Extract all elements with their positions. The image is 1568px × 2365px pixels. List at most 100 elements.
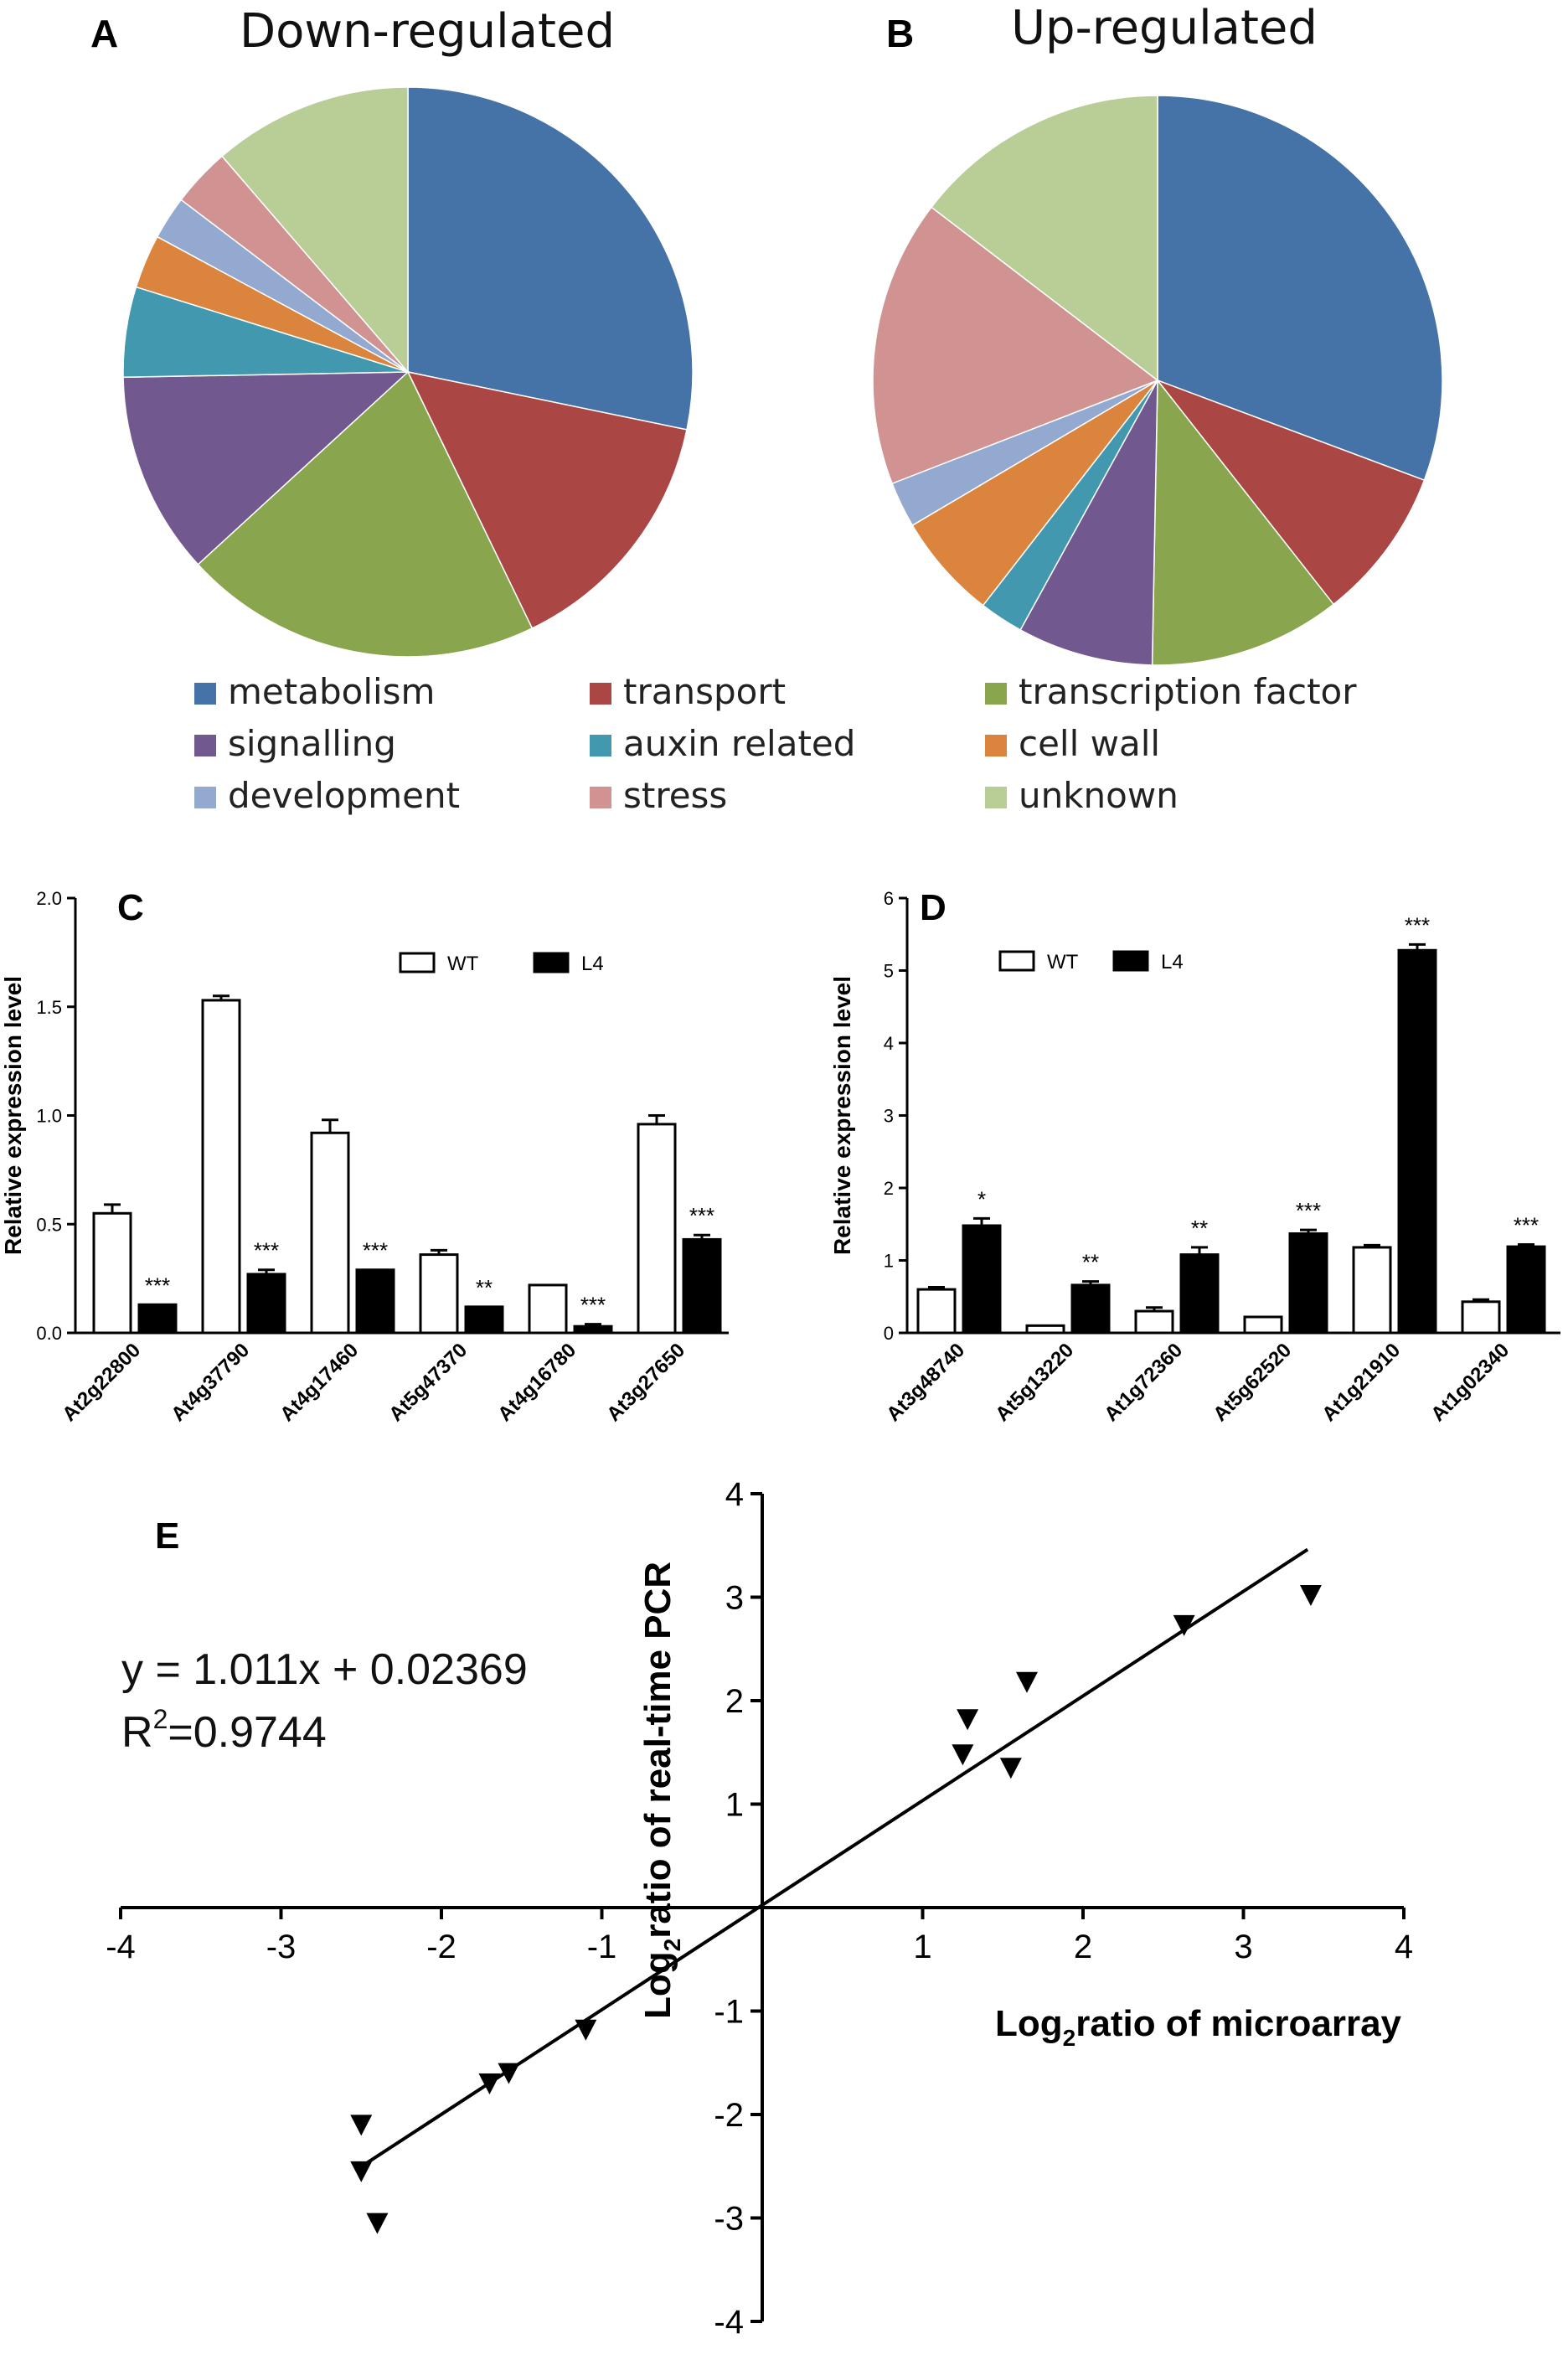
legend-swatch-auxin-related	[590, 735, 611, 756]
panel-label-c: C	[117, 887, 144, 928]
x-tick-label: -3	[266, 1929, 297, 1965]
y-tick-label: 1.5	[36, 997, 62, 1018]
legend-label-wt: WT	[447, 953, 479, 975]
category-label-at1g72360: At1g72360	[1100, 1339, 1187, 1426]
y-axis-label-main: Log	[637, 1951, 678, 2019]
significance-marker: ***	[580, 1293, 606, 1318]
r-squared: R2=0.9744	[121, 1704, 327, 1757]
x-tick-label: 4	[1395, 1929, 1413, 1965]
bar-wt-at1g21910	[1352, 1246, 1392, 1335]
pie-slice-metabolism	[1157, 95, 1443, 482]
data-point	[478, 2073, 501, 2094]
legend-swatch-transcription-factor	[985, 683, 1007, 705]
x-tick-label: 1	[913, 1929, 931, 1965]
y-tick-label: -3	[714, 2201, 744, 2238]
legend-label-development: development	[228, 775, 460, 816]
pie-a-title: Down-regulated	[240, 4, 615, 59]
legend-label-transport: transport	[623, 671, 786, 712]
bar-chart-d: 0 1 2 3 4 5 6 Relative expression level * At3g487…	[829, 888, 1560, 1426]
data-point	[1015, 1671, 1038, 1693]
bar-wt-at1g02340	[1461, 1300, 1501, 1335]
bar-wt-at2g22800	[92, 1211, 132, 1335]
panel-label-b: B	[886, 12, 914, 55]
pie-slice-cell-wall	[911, 380, 1158, 607]
legend-swatch-l4	[1112, 950, 1149, 972]
bar-wt-at5g47370	[419, 1253, 459, 1335]
x-axis-label-sub: 2	[1063, 2025, 1076, 2051]
category-label-at3g27650: At3g27650	[602, 1339, 689, 1426]
y-tick-label: 2	[884, 1178, 894, 1199]
bar-l4-at4g16780	[573, 1325, 613, 1335]
panel-label-a: A	[90, 12, 118, 55]
data-point	[999, 1758, 1022, 1779]
legend-swatch-cell-wall	[985, 735, 1007, 756]
pie-chart-down-regulated	[122, 86, 694, 658]
legend-label-l4: L4	[581, 953, 604, 975]
category-label-at2g22800: At2g22800	[58, 1339, 145, 1426]
y-tick-label: -1	[714, 1994, 744, 2031]
regression-line	[360, 1547, 1309, 2168]
legend-swatch-wt	[399, 952, 436, 973]
y-tick-label: -2	[714, 2097, 744, 2134]
pie-slice-transport	[1155, 379, 1426, 606]
bar-l4-at3g27650	[682, 1237, 722, 1335]
bar-l4-at1g21910	[1397, 948, 1437, 1335]
data-point	[957, 1709, 979, 1731]
category-label-at4g37790: At4g37790	[167, 1339, 254, 1426]
data-point	[575, 2019, 597, 2041]
significance-marker: ***	[1405, 912, 1430, 937]
pie-slice-metabolism	[407, 86, 694, 431]
data-point	[952, 1744, 974, 1766]
y-tick-label: 2	[725, 1683, 744, 1720]
significance-marker: *	[977, 1186, 986, 1211]
data-point	[1299, 1585, 1322, 1607]
bar-l4-at5g47370	[464, 1305, 504, 1335]
bar-chart-c: 0.0 0.5 1.0 1.5 2.0 Relative expression level…	[0, 888, 729, 1426]
pie-slice-stress	[872, 206, 1159, 485]
legend-swatch-unknown	[985, 787, 1007, 808]
bar-wt-at3g48740	[916, 1288, 957, 1335]
bar-l4-at4g37790	[246, 1273, 286, 1335]
pie-slice-transcription-factor	[197, 370, 534, 658]
bar-l4-at3g48740	[962, 1224, 1002, 1335]
significance-marker: ***	[1514, 1212, 1539, 1237]
significance-marker: ***	[145, 1273, 170, 1298]
regression-equation: y = 1.011x + 0.02369	[121, 1645, 528, 1694]
pie-slice-transcription-factor	[1151, 378, 1335, 666]
y-tick-label: 0.5	[36, 1214, 62, 1235]
legend-swatch-development	[194, 787, 216, 808]
y-axis-label: Log2ratio of real-time PCR	[637, 1562, 685, 2019]
data-point	[350, 2115, 373, 2136]
y-tick-label: 4	[884, 1033, 894, 1054]
data-point	[350, 2161, 373, 2182]
significance-marker: ***	[689, 1203, 714, 1228]
y-axis-label: Relative expression level	[0, 976, 26, 1255]
y-tick-label: 0	[884, 1323, 894, 1344]
pie-slice-unknown	[930, 95, 1158, 382]
r-squared-value: =0.9744	[168, 1708, 326, 1757]
y-tick-label: 3	[884, 1106, 894, 1127]
bar-l4-at5g62520	[1288, 1232, 1328, 1335]
data-point	[1173, 1614, 1195, 1636]
x-tick-label: -4	[106, 1929, 136, 1965]
significance-marker: **	[476, 1275, 493, 1300]
legend-swatch-signalling	[194, 735, 216, 756]
bar-wt-at1g72360	[1134, 1309, 1174, 1335]
legend-label-auxin-related: auxin related	[623, 723, 855, 764]
pie-slice-transport	[406, 370, 688, 629]
pie-slice-signalling	[122, 371, 410, 565]
panel-label-e: E	[155, 1516, 179, 1557]
y-tick-label: 2.0	[36, 888, 62, 909]
category-label-at4g16780: At4g16780	[493, 1339, 580, 1426]
bar-wt-at4g17460	[310, 1131, 350, 1335]
y-tick-label: 3	[725, 1580, 744, 1617]
x-axis-label-rest: ratio of microarray	[1075, 2003, 1401, 2044]
bar-wt-at4g16780	[528, 1283, 568, 1335]
y-tick-label: 4	[725, 1476, 744, 1513]
x-axis-label-main: Log	[995, 2003, 1063, 2044]
bar-l4-at2g22800	[137, 1303, 178, 1335]
data-point	[366, 2213, 389, 2234]
data-point	[498, 2063, 520, 2084]
significance-marker: **	[1082, 1250, 1099, 1275]
